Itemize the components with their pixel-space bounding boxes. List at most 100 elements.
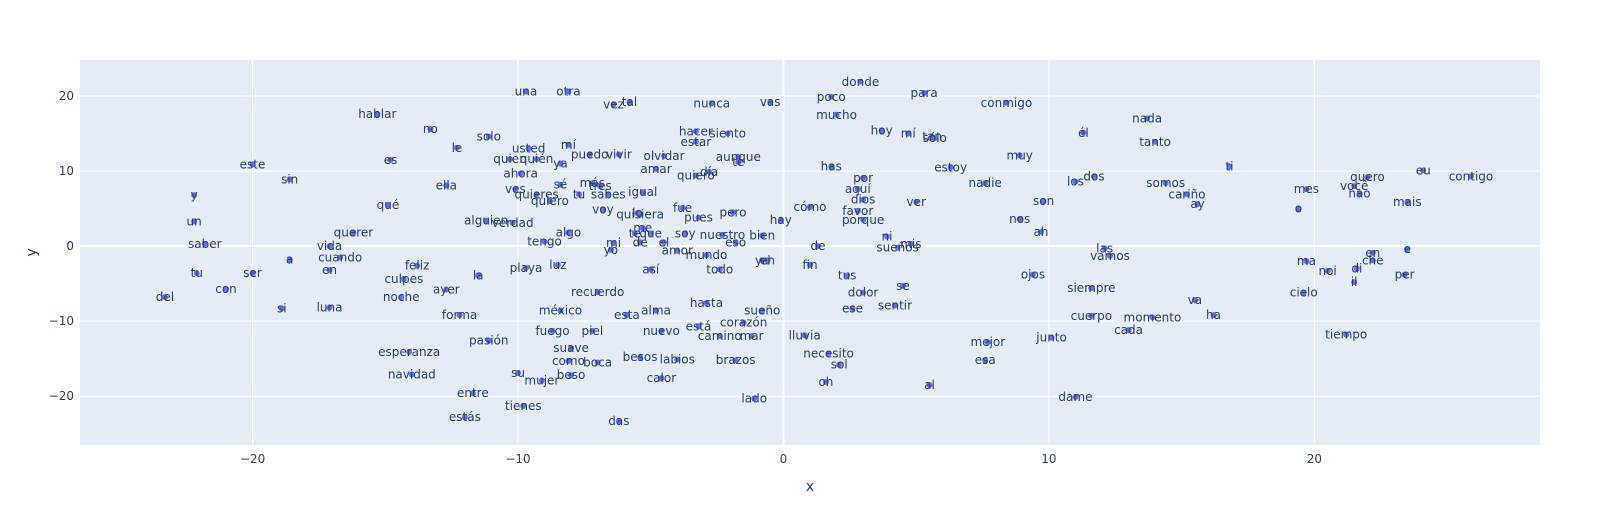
data-point: dos <box>1083 169 1104 183</box>
point-marker <box>350 229 357 236</box>
point-label: la <box>473 268 484 282</box>
data-point: fin <box>802 258 817 272</box>
point-marker <box>565 357 572 364</box>
axes: −20 −10 0 10 20 −20 −10 0 10 20 <box>49 89 1322 466</box>
data-point: besos <box>623 350 658 364</box>
data-point: vivir <box>606 148 632 162</box>
point-label: donde <box>842 75 880 89</box>
point-marker <box>483 217 490 224</box>
data-point: yo <box>604 243 618 257</box>
data-point: quero <box>1350 170 1385 184</box>
point-label: vas <box>760 95 781 109</box>
point-marker <box>509 219 516 226</box>
point-label: dios <box>851 193 876 207</box>
point-marker <box>982 180 989 187</box>
data-point: pasión <box>469 334 509 348</box>
data-point: amor <box>662 244 693 258</box>
point-marker <box>631 230 638 237</box>
data-point: su <box>511 366 525 380</box>
data-point: cómo <box>794 200 827 214</box>
point-label: usted <box>512 142 546 156</box>
point-marker <box>191 192 198 199</box>
point-label: o <box>1295 202 1302 216</box>
point-marker <box>1303 258 1310 265</box>
data-point: le <box>452 141 463 155</box>
data-point: quién <box>520 152 554 166</box>
data-point: esta <box>614 308 640 322</box>
data-point: sé <box>554 178 568 192</box>
data-point: siento <box>709 127 746 141</box>
data-point: ahora <box>503 166 538 180</box>
point-marker <box>706 168 713 175</box>
point-marker <box>1125 327 1132 334</box>
point-marker <box>278 305 285 312</box>
point-label: besos <box>623 350 658 364</box>
point-label: forma <box>442 308 477 322</box>
point-marker <box>692 128 699 135</box>
point-marker <box>1091 173 1098 180</box>
point-label: corazón <box>720 316 767 330</box>
data-point: camino <box>698 329 742 343</box>
point-label: en <box>1365 246 1380 260</box>
data-point: es <box>384 153 398 167</box>
point-label: feliz <box>405 259 430 273</box>
point-label: tal <box>622 95 637 109</box>
point-label: saber <box>188 237 222 251</box>
point-label: cuerpo <box>1071 309 1112 323</box>
data-point: di <box>1351 262 1362 276</box>
y-tick-label: −20 <box>49 389 74 403</box>
point-marker <box>807 204 813 211</box>
point-label: siento <box>709 127 746 141</box>
point-label: quieres <box>514 187 558 201</box>
point-marker <box>767 99 774 106</box>
data-point: sólo <box>923 131 947 145</box>
point-label: mis <box>900 237 921 251</box>
data-point: sin <box>281 172 298 186</box>
point-label: beso <box>557 368 586 382</box>
data-point: ay <box>1190 197 1204 211</box>
data-point: vida <box>317 239 342 253</box>
point-marker <box>637 239 644 246</box>
data-point: nuevo <box>643 324 680 338</box>
point-marker <box>692 138 699 145</box>
point-label: ves <box>505 182 526 196</box>
data-point: muy <box>1007 148 1033 162</box>
data-point: igual <box>628 185 657 199</box>
data-point: otra <box>556 85 580 99</box>
data-point: mejor <box>971 335 1006 349</box>
point-marker <box>1343 331 1350 338</box>
point-marker <box>801 332 808 339</box>
data-point: noi <box>1318 264 1336 278</box>
data-point: mais <box>1393 195 1422 209</box>
point-marker <box>520 402 527 409</box>
point-label: eh <box>760 253 775 267</box>
point-label: hay <box>770 213 792 227</box>
point-label: sueño <box>744 304 780 318</box>
point-label: quero <box>1350 170 1385 184</box>
data-point: ni <box>882 229 893 243</box>
point-label: todo <box>706 262 733 276</box>
point-marker <box>1072 393 1079 400</box>
point-marker <box>427 126 434 133</box>
point-label: fin <box>802 258 817 272</box>
point-label: culpes <box>384 272 423 286</box>
data-point: cariño <box>1168 187 1205 201</box>
point-marker <box>679 204 686 211</box>
point-marker <box>833 111 840 118</box>
point-marker <box>860 196 867 203</box>
point-label: algo <box>556 226 582 240</box>
point-marker <box>716 266 723 273</box>
point-marker <box>515 369 521 376</box>
point-label: solo <box>477 130 501 144</box>
point-label: para <box>911 86 938 100</box>
data-point: eh <box>760 253 775 267</box>
data-point: estar <box>681 135 712 149</box>
x-axis-title: x <box>806 479 814 495</box>
point-marker <box>891 302 898 309</box>
point-marker <box>607 246 614 253</box>
point-marker <box>565 88 572 95</box>
point-label: sabes <box>591 187 626 201</box>
data-point: necesito <box>803 346 854 360</box>
point-marker <box>639 189 646 196</box>
point-marker <box>661 153 667 160</box>
